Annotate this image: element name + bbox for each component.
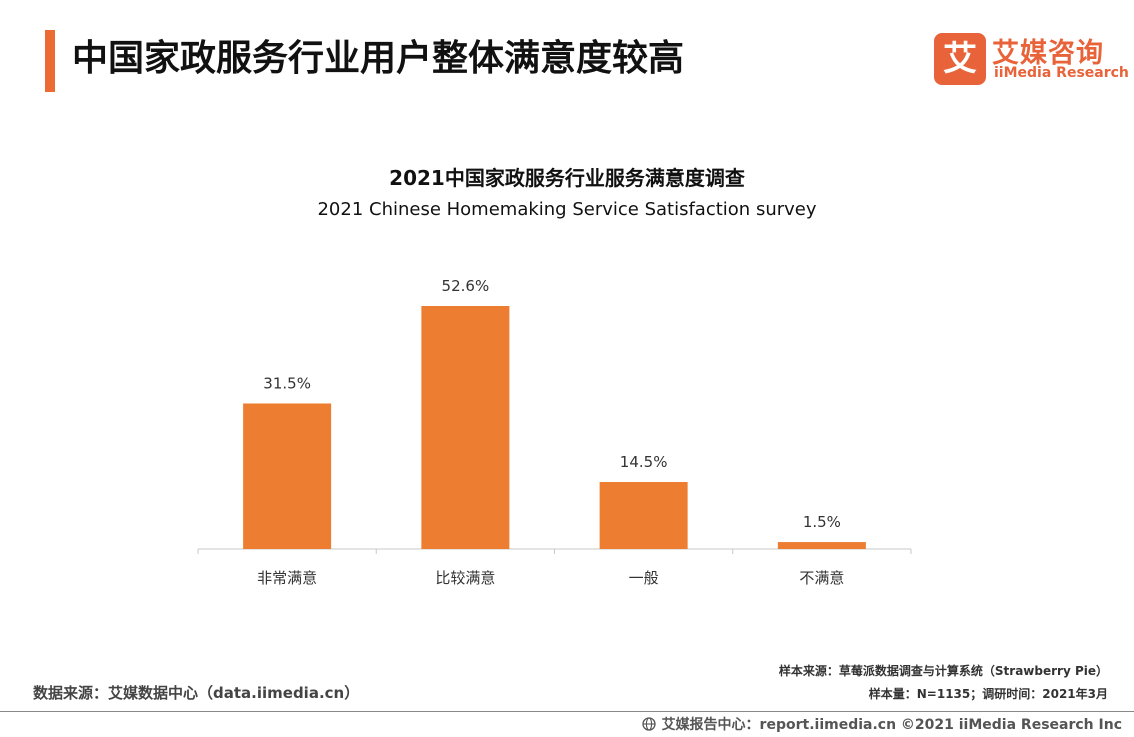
chart-subtitle: 2021 Chinese Homemaking Service Satisfac… [317, 199, 817, 220]
data-label-2: 52.6% [442, 277, 490, 295]
category-label-4: 不满意 [799, 569, 844, 587]
sample-source-note: 样本来源：草莓派数据调查与计算系统（Strawberry Pie） [778, 664, 1108, 678]
category-label-3: 一般 [629, 569, 659, 587]
title-accent-bar [45, 30, 55, 92]
footer-text: 艾媒报告中心：report.iimedia.cn ©2021 iiMedia R… [661, 717, 1122, 733]
page-title: 中国家政服务行业用户整体满意度较高 [72, 38, 685, 79]
bar-1 [243, 403, 332, 549]
logo-chinese-text: 艾媒咨询 [992, 38, 1104, 69]
logo-english-text: iiMedia Research [994, 65, 1129, 81]
bar-3 [599, 482, 688, 549]
footer-divider [0, 711, 1134, 712]
brand-logo: 艾 艾媒咨询 iiMedia Research [934, 33, 1129, 85]
logo-mark: 艾 [934, 33, 986, 85]
data-label-4: 1.5% [803, 513, 841, 531]
data-label-3: 14.5% [620, 453, 668, 471]
sample-size-note: 样本量：N=1135；调研时间：2021年3月 [868, 687, 1108, 701]
globe-icon [641, 717, 656, 731]
footer: 艾媒报告中心：report.iimedia.cn ©2021 iiMedia R… [641, 714, 1122, 734]
chart-title: 2021中国家政服务行业服务满意度调查 [389, 166, 745, 190]
category-label-1: 非常满意 [257, 569, 317, 587]
data-source: 数据来源：艾媒数据中心（data.iimedia.cn） [33, 684, 360, 702]
category-label-2: 比较满意 [435, 569, 495, 587]
bar-2 [421, 306, 510, 549]
bar-4 [777, 542, 866, 549]
data-label-1: 31.5% [263, 374, 311, 392]
